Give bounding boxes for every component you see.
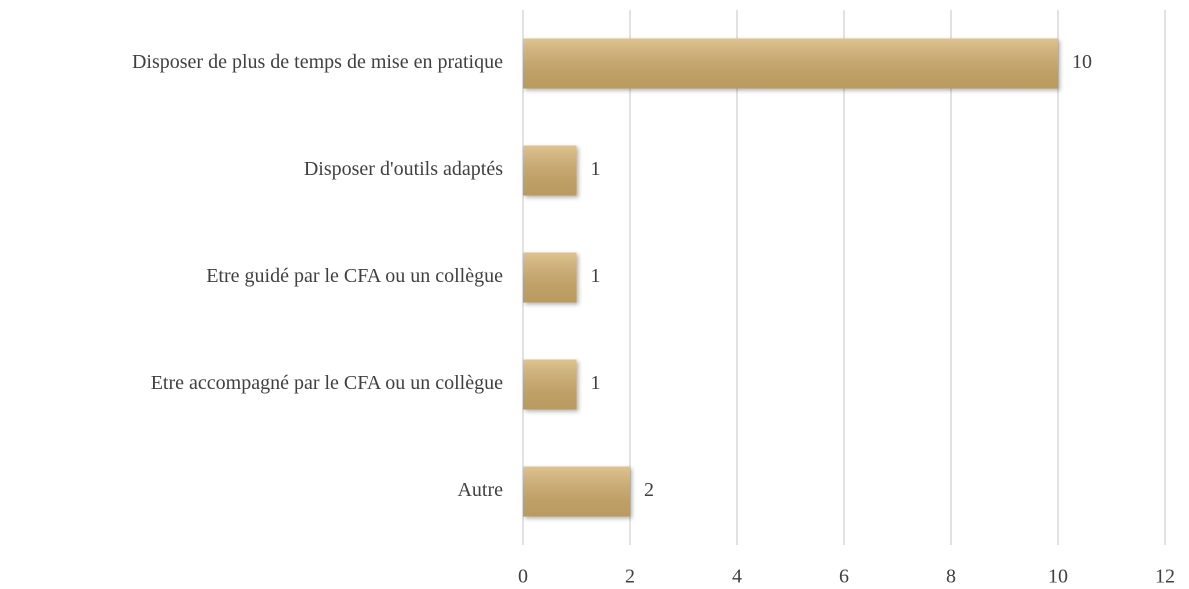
data-label: 1	[591, 158, 601, 180]
x-tick-label: 4	[732, 566, 742, 588]
bar	[523, 466, 630, 517]
data-label: 1	[591, 372, 601, 394]
bar	[523, 252, 577, 303]
x-tick-label: 6	[839, 566, 849, 588]
y-tick-label: Disposer de plus de temps de mise en pra…	[132, 51, 503, 73]
x-tick-label: 2	[625, 566, 635, 588]
y-tick-label: Etre accompagné par le CFA ou un collègu…	[151, 372, 503, 394]
data-label: 2	[644, 479, 654, 501]
data-label: 1	[591, 265, 601, 287]
bar	[523, 38, 1058, 89]
data-label: 10	[1072, 51, 1092, 73]
x-tick-label: 0	[518, 566, 528, 588]
y-tick-label: Etre guidé par le CFA ou un collègue	[206, 265, 503, 287]
x-tick-label: 10	[1048, 566, 1068, 588]
y-tick-label: Disposer d'outils adaptés	[304, 158, 503, 180]
bar	[523, 359, 577, 410]
bar	[523, 145, 577, 196]
x-tick-label: 12	[1155, 566, 1175, 588]
x-tick-label: 8	[946, 566, 956, 588]
y-tick-label: Autre	[457, 479, 503, 501]
